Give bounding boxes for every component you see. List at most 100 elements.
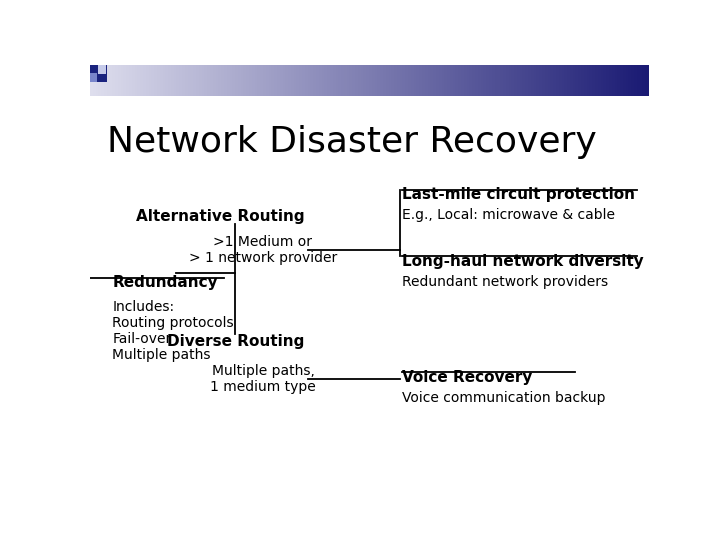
- Bar: [274, 65, 277, 96]
- Bar: [550, 65, 554, 96]
- Bar: [171, 65, 174, 96]
- Bar: [330, 65, 333, 96]
- Bar: [124, 65, 127, 96]
- Bar: [517, 65, 521, 96]
- Bar: [230, 65, 233, 96]
- Bar: [179, 65, 183, 96]
- Bar: [291, 65, 294, 96]
- Bar: [277, 65, 280, 96]
- Bar: [246, 65, 250, 96]
- Bar: [606, 65, 610, 96]
- Bar: [160, 65, 163, 96]
- Bar: [218, 65, 222, 96]
- Bar: [366, 65, 369, 96]
- Bar: [528, 65, 531, 96]
- Bar: [140, 65, 143, 96]
- Bar: [319, 65, 322, 96]
- Bar: [500, 65, 503, 96]
- Bar: [148, 65, 152, 96]
- Text: >1 Medium or
> 1 network provider: >1 Medium or > 1 network provider: [189, 235, 337, 265]
- Bar: [444, 65, 448, 96]
- Bar: [492, 65, 495, 96]
- Bar: [90, 73, 97, 82]
- Bar: [436, 65, 439, 96]
- Bar: [260, 65, 264, 96]
- Bar: [629, 65, 632, 96]
- Bar: [374, 65, 378, 96]
- Text: Multiple paths,
1 medium type: Multiple paths, 1 medium type: [210, 363, 316, 394]
- Bar: [438, 65, 442, 96]
- Bar: [386, 65, 389, 96]
- Bar: [483, 65, 487, 96]
- Bar: [157, 65, 161, 96]
- Text: Redundancy: Redundancy: [112, 275, 218, 290]
- Text: E.g., Local: microwave & cable: E.g., Local: microwave & cable: [402, 208, 616, 222]
- Bar: [581, 65, 585, 96]
- Bar: [559, 65, 562, 96]
- Bar: [294, 65, 297, 96]
- Bar: [364, 65, 366, 96]
- Bar: [475, 65, 478, 96]
- Bar: [90, 65, 107, 82]
- Bar: [118, 65, 121, 96]
- Bar: [461, 65, 464, 96]
- Bar: [514, 65, 518, 96]
- Bar: [505, 65, 509, 96]
- Bar: [620, 65, 624, 96]
- Bar: [578, 65, 582, 96]
- Bar: [235, 65, 238, 96]
- Bar: [539, 65, 543, 96]
- Bar: [145, 65, 149, 96]
- Bar: [600, 65, 604, 96]
- Bar: [469, 65, 473, 96]
- Bar: [313, 65, 317, 96]
- Bar: [639, 65, 643, 96]
- Bar: [213, 65, 216, 96]
- Bar: [151, 65, 155, 96]
- Bar: [416, 65, 420, 96]
- Bar: [615, 65, 618, 96]
- Bar: [126, 65, 130, 96]
- Bar: [196, 65, 199, 96]
- Bar: [567, 65, 570, 96]
- Bar: [316, 65, 320, 96]
- Bar: [556, 65, 559, 96]
- Bar: [511, 65, 515, 96]
- Bar: [467, 65, 470, 96]
- Bar: [570, 65, 573, 96]
- Bar: [612, 65, 615, 96]
- Bar: [531, 65, 534, 96]
- Bar: [143, 65, 146, 96]
- Bar: [324, 65, 328, 96]
- Bar: [481, 65, 484, 96]
- Bar: [238, 65, 241, 96]
- Bar: [193, 65, 197, 96]
- Bar: [168, 65, 171, 96]
- Bar: [402, 65, 406, 96]
- Bar: [96, 65, 99, 96]
- Text: Voice Recovery: Voice Recovery: [402, 370, 533, 386]
- Bar: [495, 65, 498, 96]
- Bar: [626, 65, 629, 96]
- Bar: [609, 65, 612, 96]
- Bar: [349, 65, 353, 96]
- Bar: [587, 65, 590, 96]
- Bar: [542, 65, 545, 96]
- Bar: [112, 65, 116, 96]
- Bar: [526, 65, 528, 96]
- Bar: [109, 65, 113, 96]
- Text: Long-haul network diversity: Long-haul network diversity: [402, 254, 644, 269]
- Bar: [135, 65, 138, 96]
- Bar: [450, 65, 454, 96]
- Bar: [258, 65, 261, 96]
- Bar: [307, 65, 311, 96]
- Bar: [456, 65, 459, 96]
- Text: Last-mile circuit protection: Last-mile circuit protection: [402, 187, 636, 202]
- Bar: [634, 65, 637, 96]
- Bar: [322, 65, 325, 96]
- Bar: [185, 65, 188, 96]
- Bar: [464, 65, 467, 96]
- Bar: [285, 65, 289, 96]
- Bar: [411, 65, 414, 96]
- Bar: [129, 65, 132, 96]
